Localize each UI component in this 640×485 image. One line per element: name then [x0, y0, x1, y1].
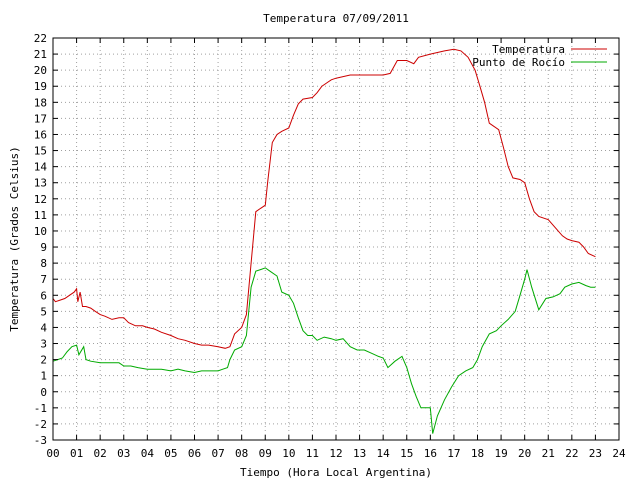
y-tick-label: 12 — [34, 193, 47, 206]
chart-title: Temperatura 07/09/2011 — [263, 12, 409, 25]
x-tick-label: 22 — [565, 447, 578, 460]
x-tick-label: 13 — [353, 447, 366, 460]
y-tick-label: 1 — [40, 370, 47, 383]
x-tick-label: 23 — [589, 447, 602, 460]
y-tick-label: 6 — [40, 289, 47, 302]
y-tick-label: 5 — [40, 305, 47, 318]
series-layer — [52, 48, 596, 434]
y-tick-label: -3 — [34, 434, 47, 447]
y-tick-label: 19 — [34, 80, 47, 93]
x-tick-label: 09 — [259, 447, 272, 460]
x-tick-label: 15 — [400, 447, 413, 460]
y-tick-label: 20 — [34, 64, 47, 77]
x-tick-label: 24 — [612, 447, 626, 460]
series-line-temperatura — [52, 48, 596, 349]
y-tick-label: 11 — [34, 209, 47, 222]
x-tick-label: 17 — [447, 447, 460, 460]
y-tick-label: 10 — [34, 225, 47, 238]
y-tick-label: 16 — [34, 128, 47, 141]
y-tick-label: 3 — [40, 338, 47, 351]
x-tick-label: 12 — [329, 447, 342, 460]
x-tick-label: 06 — [188, 447, 201, 460]
x-tick-label: 18 — [471, 447, 484, 460]
x-tick-label: 21 — [542, 447, 555, 460]
x-axis-label: Tiempo (Hora Local Argentina) — [240, 466, 432, 479]
x-tick-label: 16 — [424, 447, 437, 460]
x-tick-label: 11 — [306, 447, 319, 460]
tick-layer: 00 01 02 03 04 05 06 07 08 09 10 11 12 13 14 15 16 17 18 19… — [34, 32, 626, 460]
y-tick-label: 15 — [34, 145, 47, 158]
y-tick-label: 17 — [34, 112, 47, 125]
x-tick-label: 03 — [117, 447, 130, 460]
y-tick-label: 2 — [40, 354, 47, 367]
y-tick-label: 21 — [34, 48, 47, 61]
x-tick-label: 10 — [282, 447, 295, 460]
y-tick-label: 4 — [40, 321, 47, 334]
grid-layer — [53, 38, 619, 440]
x-tick-label: 02 — [94, 447, 107, 460]
x-tick-label: 07 — [211, 447, 224, 460]
y-tick-label: -2 — [34, 418, 47, 431]
y-tick-label: -1 — [34, 402, 47, 415]
y-tick-label: 9 — [40, 241, 47, 254]
x-tick-label: 14 — [377, 447, 391, 460]
x-tick-label: 19 — [494, 447, 507, 460]
y-tick-label: 22 — [34, 32, 47, 45]
series-line-punto-de-rocio — [52, 267, 596, 434]
x-tick-label: 01 — [70, 447, 83, 460]
legend-label: Temperatura — [492, 43, 565, 56]
x-tick-label: 04 — [141, 447, 155, 460]
y-tick-label: 14 — [34, 161, 48, 174]
x-tick-label: 05 — [164, 447, 177, 460]
legend-label: Punto de Rocío — [472, 56, 565, 69]
y-tick-label: 8 — [40, 257, 47, 270]
y-tick-label: 0 — [40, 386, 47, 399]
x-tick-label: 20 — [518, 447, 531, 460]
y-tick-label: 7 — [40, 273, 47, 286]
x-tick-label: 00 — [46, 447, 59, 460]
y-tick-label: 18 — [34, 96, 47, 109]
x-tick-label: 08 — [235, 447, 248, 460]
y-tick-label: 13 — [34, 177, 47, 190]
y-axis-label: Temperatura (Grados Celsius) — [8, 146, 21, 331]
